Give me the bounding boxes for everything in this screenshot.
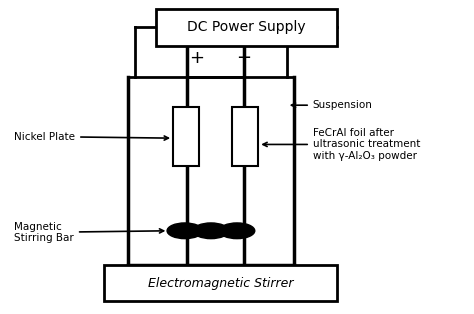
Text: FeCrAl foil after
ultrasonic treatment
with γ-Al₂O₃ powder: FeCrAl foil after ultrasonic treatment w… [263,128,420,161]
Bar [173,107,199,166]
Text: +: + [189,49,204,67]
Bar [156,9,337,46]
Text: Electromagnetic Stirrer: Electromagnetic Stirrer [148,277,293,290]
Ellipse shape [193,223,228,239]
Text: −: − [237,49,252,67]
Bar [232,107,258,166]
Ellipse shape [167,223,203,239]
Text: Nickel Plate: Nickel Plate [14,132,168,142]
Text: Suspension: Suspension [292,100,373,110]
Ellipse shape [219,223,255,239]
Text: DC Power Supply: DC Power Supply [187,20,306,35]
Text: Magnetic
Stirring Bar: Magnetic Stirring Bar [14,222,164,243]
Bar [104,265,337,301]
